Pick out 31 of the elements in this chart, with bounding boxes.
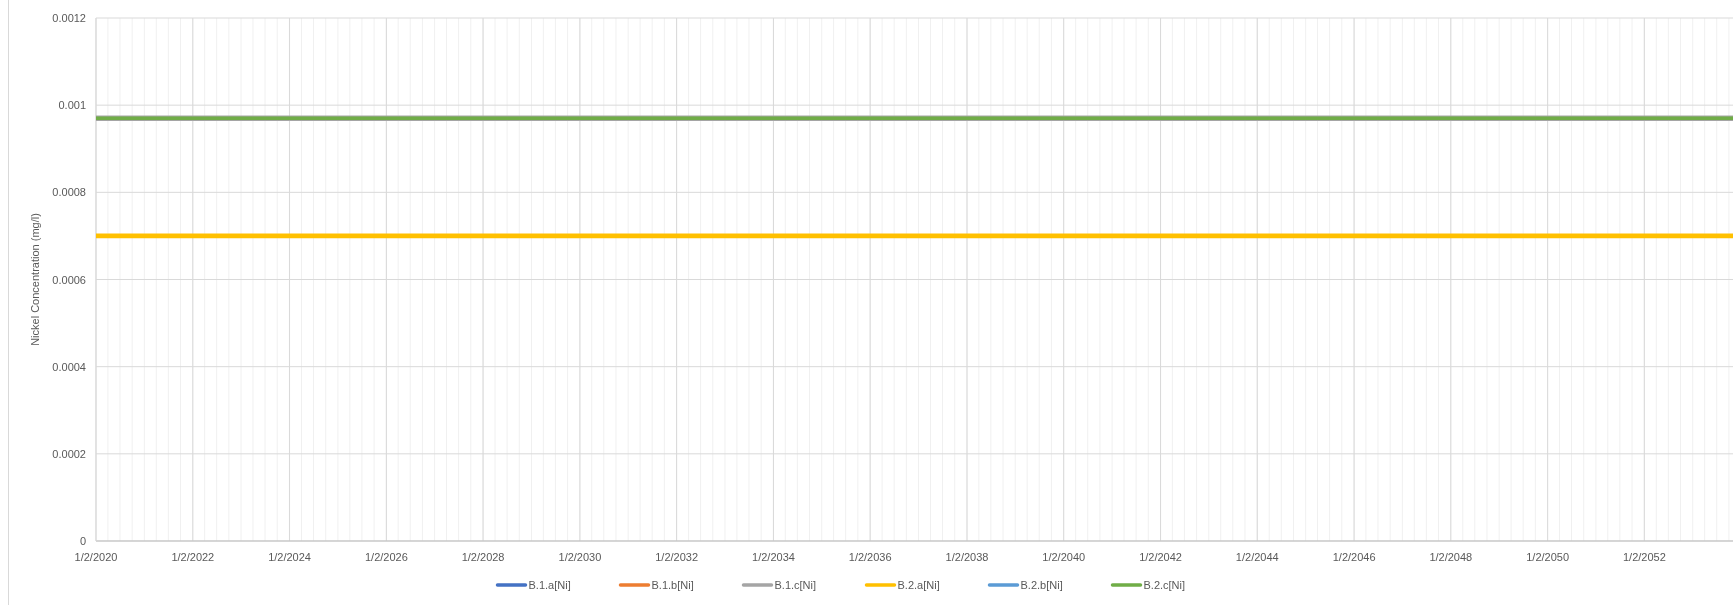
x-tick-label: 1/2/2034 — [752, 551, 795, 563]
y-tick-label: 0.0002 — [52, 447, 86, 460]
legend-label: B.2.a[Ni] — [897, 579, 940, 591]
x-tick-label: 1/2/2046 — [1332, 551, 1376, 563]
y-tick-label: 0.0008 — [52, 186, 86, 199]
y-tick-label: 0.001 — [58, 99, 86, 112]
legend-label: B.2.b[Ni] — [1020, 579, 1063, 591]
y-tick-label: 0 — [79, 535, 86, 547]
x-tick-label: 1/2/2044 — [1235, 551, 1279, 563]
y-axis-title: Nickel Concentration (mg/l) — [29, 213, 41, 346]
x-tick-label: 1/2/2050 — [1526, 551, 1570, 563]
x-tick-label: 1/2/2026 — [364, 551, 408, 563]
y-tick-label: 0.0004 — [52, 360, 86, 373]
x-tick-label: 1/2/2038 — [945, 551, 989, 563]
x-tick-label: 1/2/2024 — [268, 551, 311, 563]
x-tick-label: 1/2/2048 — [1429, 551, 1473, 563]
legend-label: B.2.c[Ni] — [1143, 579, 1186, 591]
x-tick-label: 1/2/2042 — [1139, 551, 1182, 563]
x-tick-label: 1/2/2036 — [848, 551, 892, 563]
x-tick-label: 1/2/2020 — [74, 551, 118, 563]
x-tick-label: 1/2/2032 — [655, 551, 699, 563]
legend-label: B.1.b[Ni] — [651, 579, 694, 591]
legend-label: B.1.a[Ni] — [528, 579, 571, 591]
x-tick-label: 1/2/2028 — [461, 551, 505, 563]
x-tick-label: 1/2/2040 — [1042, 551, 1086, 563]
x-tick-label: 1/2/2052 — [1622, 551, 1666, 563]
y-tick-label: 0.0006 — [52, 273, 86, 286]
x-tick-label: 1/2/2022 — [171, 551, 215, 563]
x-tick-label: 1/2/2030 — [558, 551, 602, 563]
y-tick-label: 0.0012 — [52, 12, 86, 24]
legend-label: B.1.c[Ni] — [774, 579, 817, 591]
